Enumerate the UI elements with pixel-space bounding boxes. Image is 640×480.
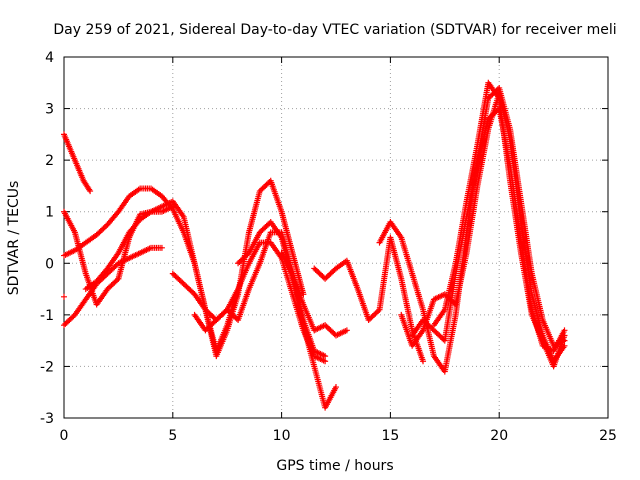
data-point xyxy=(169,203,176,210)
chart-title: Day 259 of 2021, Sidereal Day-to-day VTE… xyxy=(53,22,616,38)
data-point xyxy=(158,244,165,251)
y-tick-label: 3 xyxy=(45,102,54,118)
x-axis-label: GPS time / hours xyxy=(276,458,393,474)
series-track-04 xyxy=(61,131,94,195)
series-track-15 xyxy=(61,293,67,300)
data-points xyxy=(61,79,568,411)
grid-lines xyxy=(64,57,608,418)
data-point xyxy=(61,293,67,300)
x-tick-label: 5 xyxy=(168,428,177,444)
data-point xyxy=(114,277,121,284)
y-tick-label: 0 xyxy=(45,256,54,272)
y-tick-label: -1 xyxy=(40,308,54,324)
series-track-09 xyxy=(278,249,350,339)
y-axis-label: SDTVAR / TECUs xyxy=(6,181,22,296)
x-tick-label: 20 xyxy=(490,428,508,444)
y-tick-label: 2 xyxy=(45,153,54,169)
data-point xyxy=(561,342,568,349)
data-point xyxy=(87,188,94,195)
data-point xyxy=(244,251,251,258)
x-tick-label: 10 xyxy=(273,428,291,444)
data-point xyxy=(561,327,568,334)
axis-ticks: 0 5 10 15 20 25 -3 -2 -1 0 1 2 3 4 xyxy=(40,50,617,444)
series-track-14 xyxy=(430,79,568,370)
y-tick-label: -3 xyxy=(40,411,54,427)
x-tick-label: 0 xyxy=(60,428,69,444)
y-tick-label: -2 xyxy=(40,359,54,375)
data-point xyxy=(333,384,339,391)
data-point xyxy=(343,327,350,334)
y-tick-label: 4 xyxy=(45,50,54,66)
series-track-02 xyxy=(61,198,242,354)
data-point xyxy=(322,353,329,360)
x-tick-label: 15 xyxy=(381,428,399,444)
plot-frame xyxy=(63,56,609,419)
data-point xyxy=(300,291,307,298)
data-point xyxy=(375,307,382,314)
y-tick-label: 1 xyxy=(45,205,54,221)
data-point xyxy=(322,358,329,365)
series-track-10 xyxy=(311,234,427,365)
series-track-05 xyxy=(82,203,176,293)
x-tick-label: 25 xyxy=(599,428,617,444)
data-point xyxy=(420,358,427,365)
data-point xyxy=(561,332,568,339)
series-track-01 xyxy=(61,177,307,360)
